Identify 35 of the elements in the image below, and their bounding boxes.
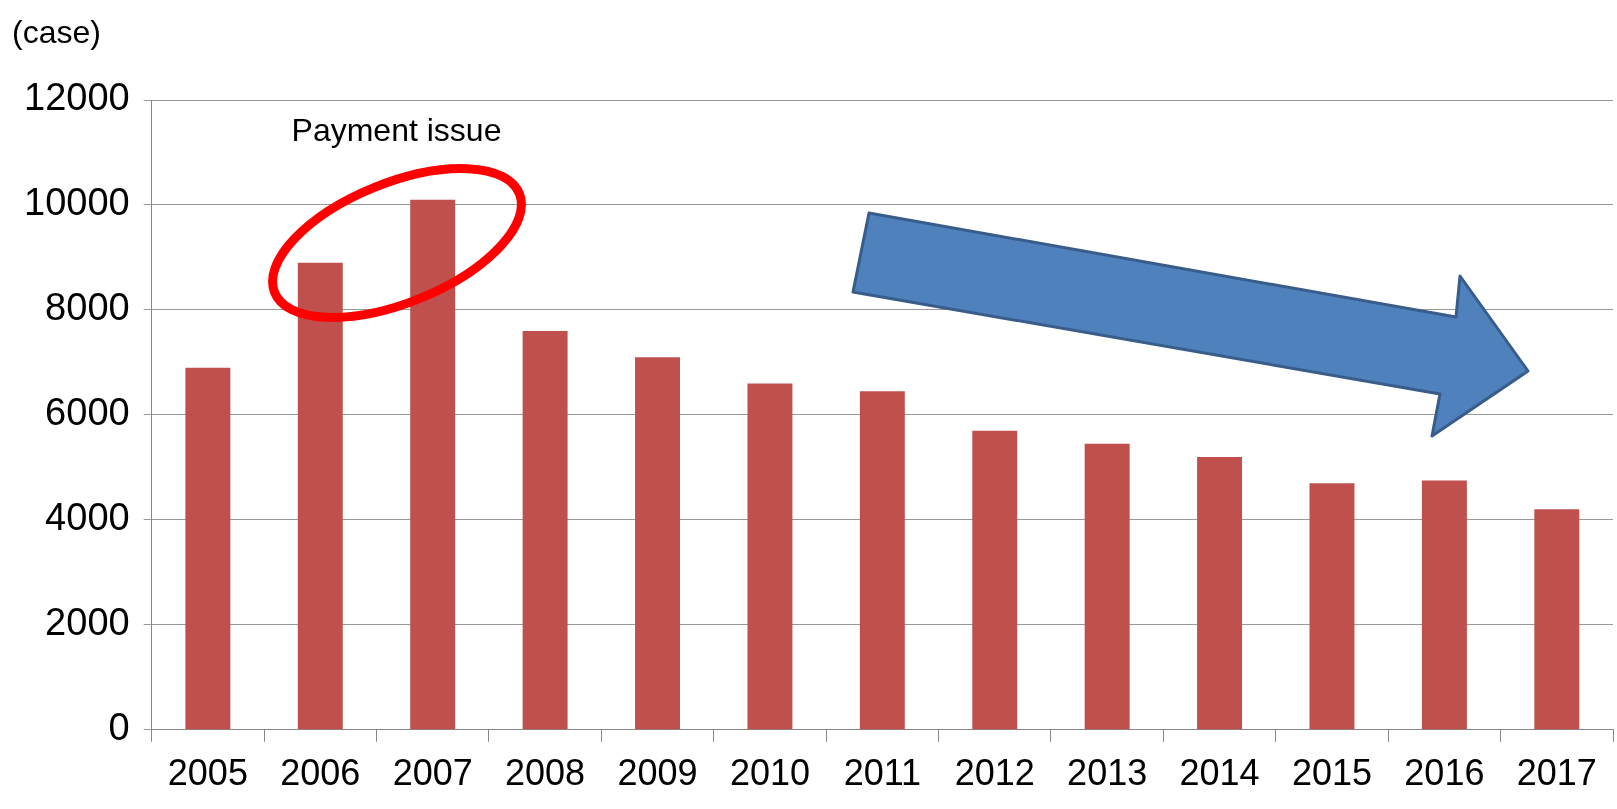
x-tick-label: 2007 — [392, 752, 473, 794]
x-tick-label: 2013 — [1067, 752, 1148, 794]
bar — [859, 391, 905, 730]
bar — [1084, 443, 1130, 730]
bar — [410, 199, 456, 730]
bar — [635, 357, 680, 730]
bar — [1197, 456, 1243, 730]
bar — [185, 367, 231, 730]
bar — [1421, 480, 1467, 730]
bar — [297, 262, 343, 730]
y-axis-title: (case) — [12, 13, 101, 50]
x-tick-label: 2014 — [1179, 752, 1260, 794]
bar — [1534, 509, 1580, 730]
bar — [522, 330, 568, 730]
y-tick-label: 12000 — [24, 76, 130, 119]
annotation: Payment issue — [291, 111, 502, 148]
y-tick-label: 10000 — [24, 181, 130, 224]
x-tick-label: 2012 — [954, 752, 1035, 794]
x-tick-label: 2008 — [505, 752, 586, 794]
x-tick-label: 2017 — [1516, 752, 1597, 794]
y-tick-label: 0 — [108, 706, 130, 749]
x-tick-label: 2010 — [729, 752, 810, 794]
x-tick-label: 2006 — [280, 752, 361, 794]
x-tick-label: 2011 — [843, 752, 922, 794]
bar — [972, 430, 1018, 730]
y-tick-label: 6000 — [45, 391, 130, 434]
y-tick-label: 2000 — [45, 601, 130, 644]
y-tick-label: 8000 — [45, 286, 130, 329]
x-tick-label: 2005 — [167, 752, 248, 794]
x-tick-label: 2016 — [1404, 752, 1485, 794]
x-tick-label: 2015 — [1291, 752, 1373, 794]
bar — [1309, 483, 1355, 730]
y-tick-label: 4000 — [45, 496, 130, 539]
x-tick-label: 2009 — [617, 752, 698, 794]
bar — [747, 383, 793, 730]
